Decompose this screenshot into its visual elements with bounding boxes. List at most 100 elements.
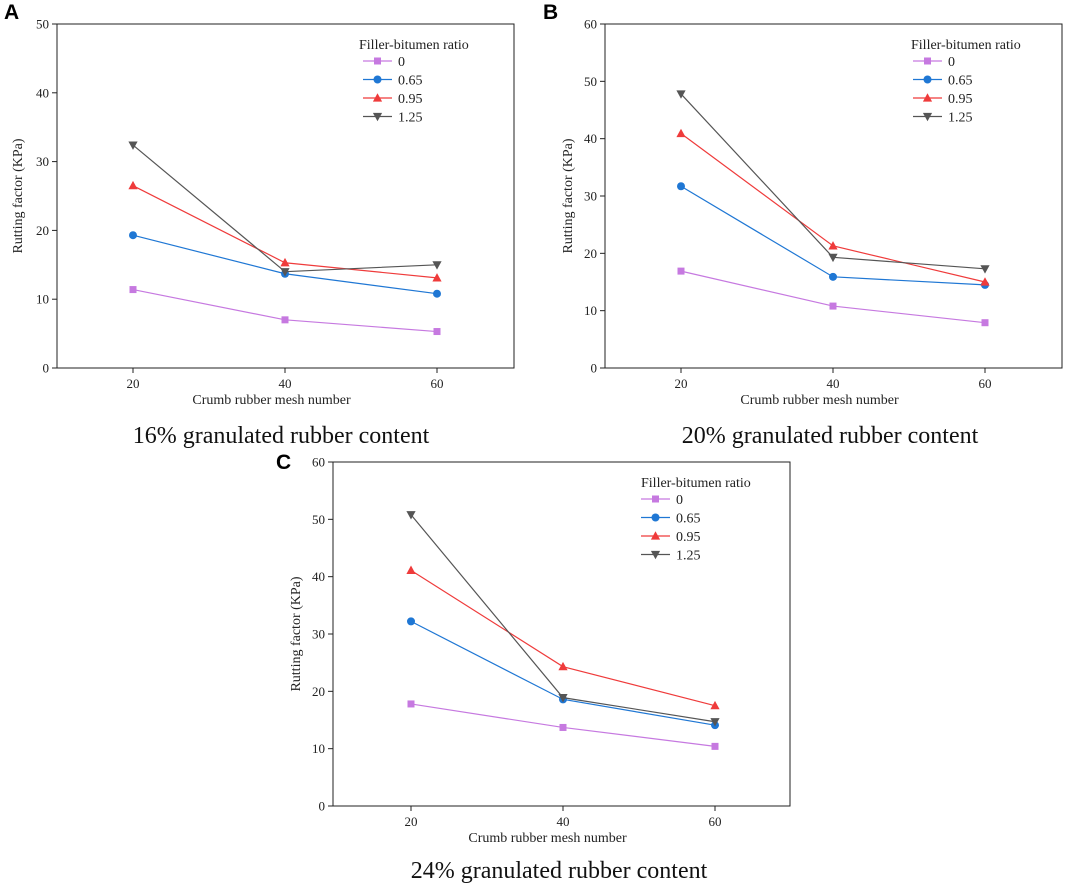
y-tick-label: 50	[36, 17, 49, 32]
legend-marker	[924, 57, 931, 65]
series-line-1.25	[410, 514, 716, 723]
x-tick-label: 20	[127, 376, 140, 391]
data-point-1.25	[558, 694, 568, 703]
data-point-1.25	[432, 261, 442, 270]
data-point-0	[981, 319, 989, 327]
x-tick-label: 20	[405, 814, 418, 829]
x-tick-label: 60	[431, 376, 444, 391]
panel-label: C	[276, 451, 291, 474]
data-point-1.25	[980, 265, 990, 274]
x-tick-label: 40	[827, 376, 840, 391]
data-point-1.25	[676, 90, 686, 99]
chart-panel-c: 0 10 20 30 40 50 60 20 40 60 Crumb rubber mesh num…	[276, 451, 791, 884]
data-point-0.65	[129, 231, 137, 240]
y-axis-title: Rutting factor (KPa)	[289, 576, 304, 691]
data-point-0.95	[128, 180, 138, 190]
panel-caption: 16% granulated rubber content	[133, 423, 430, 449]
data-point-0	[829, 302, 837, 310]
legend-marker	[650, 550, 661, 560]
data-point-1.25	[710, 718, 720, 727]
y-tick-label: 10	[36, 292, 49, 307]
x-axis-title: Crumb rubber mesh number	[192, 393, 351, 408]
legend-marker	[372, 93, 383, 102]
y-tick-label: 60	[584, 17, 597, 32]
y-axis-title: Rutting factor (KPa)	[561, 138, 576, 253]
y-tick-label: 40	[584, 131, 597, 146]
y-tick-label: 50	[312, 512, 325, 527]
y-tick-label: 50	[584, 74, 597, 89]
series-line-0.95	[410, 569, 716, 707]
data-point-0.95	[676, 128, 686, 138]
data-point-1.25	[128, 141, 138, 150]
legend-label: 0	[398, 55, 405, 70]
legend-marker	[374, 57, 381, 65]
y-tick-label: 30	[584, 189, 597, 204]
y-tick-label: 40	[36, 85, 49, 100]
data-point-0.95	[406, 565, 416, 574]
legend-title: Filler-bitumen ratio	[359, 38, 469, 53]
data-point-0.95	[280, 257, 290, 267]
data-point-1.25	[280, 268, 290, 277]
legend-label: 0.65	[676, 512, 701, 527]
x-tick-label: 40	[557, 814, 570, 829]
data-point-0.65	[677, 182, 685, 191]
legend-label: 0.95	[676, 530, 701, 545]
data-point-1.25	[406, 511, 416, 520]
data-point-0	[433, 328, 441, 336]
series-line-0	[132, 288, 438, 333]
y-tick-label: 10	[312, 741, 325, 756]
x-tick-label: 60	[709, 814, 722, 829]
legend-marker	[652, 495, 659, 503]
legend-label: 0.65	[948, 74, 973, 89]
x-tick-label: 40	[279, 376, 292, 391]
y-axis-title: Rutting factor (KPa)	[11, 138, 26, 253]
legend-title: Filler-bitumen ratio	[911, 38, 1021, 53]
legend-label: 0.65	[398, 74, 423, 89]
legend-marker	[372, 112, 383, 122]
legend-label: 1.25	[948, 111, 973, 126]
x-tick-label: 20	[675, 376, 688, 391]
legend-label: 0.95	[398, 92, 423, 107]
data-point-0	[677, 267, 685, 275]
plot-frame	[332, 461, 791, 807]
y-tick-label: 40	[312, 569, 325, 584]
legend-marker	[922, 93, 933, 102]
data-point-0	[559, 723, 567, 731]
legend-label: 1.25	[676, 549, 701, 564]
panel-caption: 24% granulated rubber content	[411, 858, 708, 884]
y-tick-label: 30	[36, 154, 49, 169]
y-tick-label: 10	[584, 303, 597, 318]
legend-marker	[923, 75, 932, 84]
chart-panel-b: 0 10 20 30 40 50 60 20 40 60 Crumb rubber mesh num…	[543, 1, 1063, 449]
data-point-0.65	[829, 272, 837, 281]
plot-frame	[604, 23, 1063, 369]
data-point-0	[129, 286, 137, 294]
legend-marker	[650, 531, 661, 540]
x-axis-title: Crumb rubber mesh number	[468, 831, 627, 846]
data-point-0	[281, 316, 289, 324]
series-line-0.65	[680, 185, 986, 286]
y-tick-label: 0	[591, 361, 598, 376]
series-line-0.65	[410, 620, 716, 726]
x-axis-title: Crumb rubber mesh number	[740, 393, 899, 408]
y-tick-label: 0	[319, 799, 326, 814]
y-tick-label: 0	[43, 361, 50, 376]
panel-label: B	[543, 1, 558, 24]
y-tick-label: 60	[312, 455, 325, 470]
data-point-0.65	[433, 289, 441, 298]
data-point-0.95	[710, 700, 720, 710]
legend-label: 0	[676, 493, 683, 508]
legend-marker	[373, 75, 382, 84]
y-tick-label: 20	[312, 684, 325, 699]
panel-label: A	[4, 1, 19, 24]
data-point-0.95	[558, 661, 568, 671]
panel-caption: 20% granulated rubber content	[682, 423, 979, 449]
legend-marker	[922, 112, 933, 122]
y-tick-label: 20	[36, 223, 49, 238]
legend-label: 1.25	[398, 111, 423, 126]
data-point-0.65	[407, 617, 415, 626]
legend-marker	[651, 513, 660, 522]
data-point-0.95	[828, 241, 838, 250]
legend-label: 0.95	[948, 92, 973, 107]
